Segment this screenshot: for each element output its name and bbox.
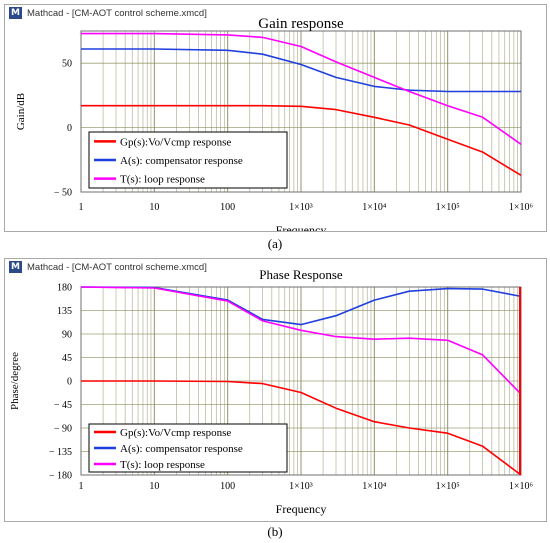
y-tick-label: − 135 bbox=[49, 447, 72, 458]
legend-label-1: Gp(s):Vo/Vcmp response bbox=[120, 136, 231, 148]
gain-response-chart: Gain response 1 10 100 1×10³ 1×10⁴ 1×10⁵ 1×10⁶ −… bbox=[15, 16, 534, 231]
chart-title: Gain response bbox=[258, 16, 344, 32]
y-tick-label: − 45 bbox=[54, 400, 72, 411]
caption-a: (a) bbox=[267, 236, 283, 251]
caption-b: (b) bbox=[267, 524, 283, 539]
window-title: Mathcad - [CM-AOT control scheme.xmcd] bbox=[27, 261, 207, 273]
legend-label-3: T(s): loop response bbox=[120, 174, 205, 186]
mathcad-logo-icon: M bbox=[9, 7, 22, 19]
series-line-2 bbox=[81, 48, 521, 93]
gain-chart-panel: M Mathcad - [CM-AOT control scheme.xmcd]… bbox=[4, 4, 547, 232]
x-tick-label: 10 bbox=[149, 202, 159, 213]
window-titlebar: M Mathcad - [CM-AOT control scheme.xmcd] bbox=[5, 259, 546, 275]
legend-box bbox=[88, 131, 288, 189]
series-line-1 bbox=[81, 104, 522, 176]
series-line-3 bbox=[81, 32, 522, 145]
legend-label-2: A(s): compensator response bbox=[120, 443, 243, 455]
y-tick-label: − 90 bbox=[54, 424, 72, 435]
chart-title: Phase Response bbox=[259, 267, 343, 282]
x-tick-label: 1×10⁵ bbox=[436, 481, 460, 492]
window-titlebar: M Mathcad - [CM-AOT control scheme.xmcd] bbox=[5, 5, 546, 21]
phase-chart-panel: M Mathcad - [CM-AOT control scheme.xmcd]… bbox=[4, 258, 547, 522]
x-axis-label: Frequency bbox=[276, 502, 327, 516]
x-tick-label: 1 bbox=[79, 481, 84, 492]
legend-label-2: A(s): compensator response bbox=[120, 155, 243, 167]
plot-frame bbox=[80, 30, 522, 193]
y-tick-label: 45 bbox=[62, 353, 72, 364]
y-tick-label: − 180 bbox=[49, 471, 72, 482]
series-line-3 bbox=[80, 286, 522, 395]
y-tick-label: 90 bbox=[62, 330, 72, 341]
x-tick-label: 1×10³ bbox=[289, 481, 313, 492]
x-tick-label: 1 bbox=[79, 202, 84, 213]
y-axis-label: Gain/dB bbox=[15, 93, 27, 130]
series-line-2 bbox=[80, 286, 522, 326]
x-tick-label: 1×10⁶ bbox=[509, 202, 534, 213]
legend-box bbox=[88, 423, 288, 473]
x-tick-label: 10 bbox=[149, 481, 159, 492]
legend-label-3: T(s): loop response bbox=[120, 459, 205, 471]
x-axis-label: Frequency bbox=[276, 223, 327, 231]
x-tick-label: 1×10⁴ bbox=[362, 202, 387, 213]
x-tick-label: 1×10³ bbox=[289, 202, 313, 213]
phase-response-chart: Phase Response 1 10 100 1×10³ 1×10⁴ 1×10⁵ 1×10⁶… bbox=[9, 267, 534, 516]
y-tick-label: 180 bbox=[57, 283, 72, 294]
mathcad-logo-icon: M bbox=[9, 261, 22, 273]
y-tick-label: 0 bbox=[67, 123, 72, 134]
y-axis-label: Phase/degree bbox=[9, 352, 21, 410]
x-tick-label: 100 bbox=[220, 481, 235, 492]
window-title: Mathcad - [CM-AOT control scheme.xmcd] bbox=[27, 7, 207, 19]
x-tick-label: 1×10⁴ bbox=[362, 481, 387, 492]
y-tick-label: 135 bbox=[57, 306, 72, 317]
y-tick-label: 0 bbox=[67, 377, 72, 388]
x-tick-label: 100 bbox=[220, 202, 235, 213]
y-tick-label: 50 bbox=[62, 59, 72, 70]
x-tick-label: 1×10⁶ bbox=[509, 481, 534, 492]
x-tick-label: 1×10⁵ bbox=[436, 202, 460, 213]
legend-label-1: Gp(s):Vo/Vcmp response bbox=[120, 427, 231, 439]
series-line-1 bbox=[81, 380, 522, 476]
y-tick-label: − 50 bbox=[54, 188, 72, 199]
